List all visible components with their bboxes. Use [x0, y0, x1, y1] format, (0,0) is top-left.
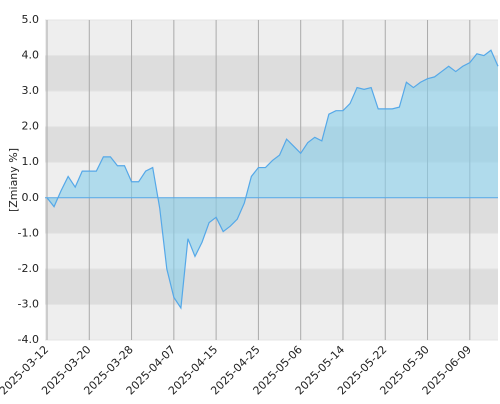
band — [45, 197, 498, 234]
y-tick-label: -3.0 — [18, 297, 39, 310]
y-tick-label: -1.0 — [18, 226, 39, 239]
y-tick-label: 0.0 — [22, 191, 40, 204]
line — [46, 49, 499, 310]
band — [45, 268, 498, 305]
band — [45, 20, 498, 56]
y-tick-label: 1.0 — [22, 155, 40, 168]
area — [47, 50, 498, 308]
y-axis-label: [Zmiany %] — [7, 148, 20, 212]
band — [45, 304, 498, 340]
y-tick-label: 5.0 — [22, 13, 40, 26]
y-tick-label: -4.0 — [18, 333, 39, 346]
y-tick-label: -2.0 — [18, 262, 39, 275]
band — [45, 233, 498, 269]
y-tick-label: 4.0 — [22, 49, 40, 62]
y-tick-label: 3.0 — [22, 84, 40, 97]
y-tick-label: 2.0 — [22, 120, 40, 133]
